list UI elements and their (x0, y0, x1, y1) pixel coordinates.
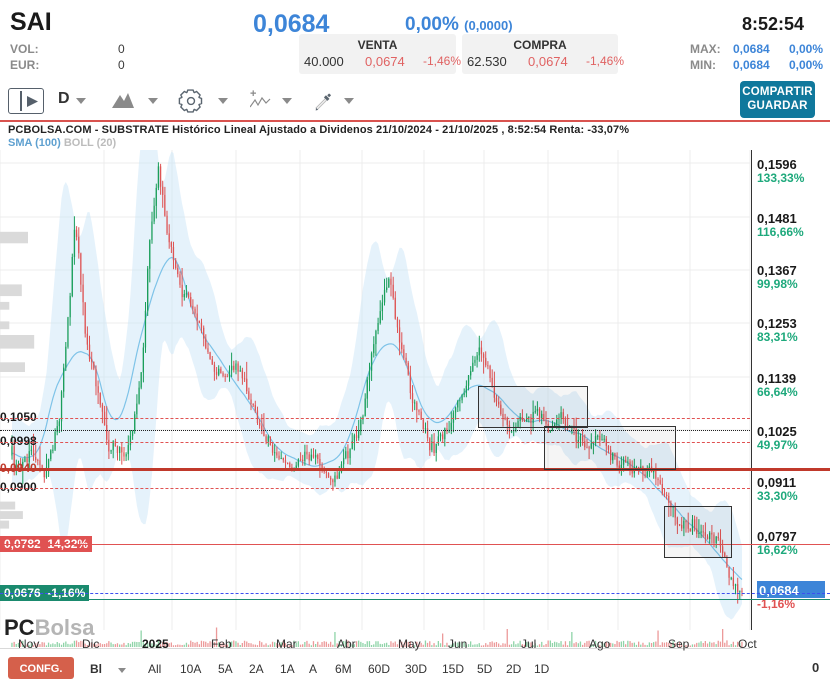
svg-text:+: + (250, 88, 256, 100)
